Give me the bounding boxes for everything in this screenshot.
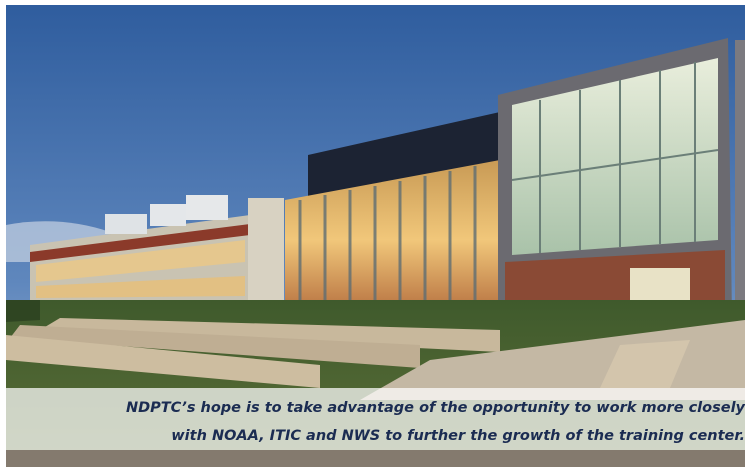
page: NDPTC’s hope is to take advantage of the… [0,0,745,473]
caption-line: with NOAA, ITIC and NWS to further the g… [171,428,745,444]
caption-line: NDPTC’s hope is to take advantage of the… [126,400,745,416]
photo-frame: NDPTC’s hope is to take advantage of the… [0,0,745,473]
